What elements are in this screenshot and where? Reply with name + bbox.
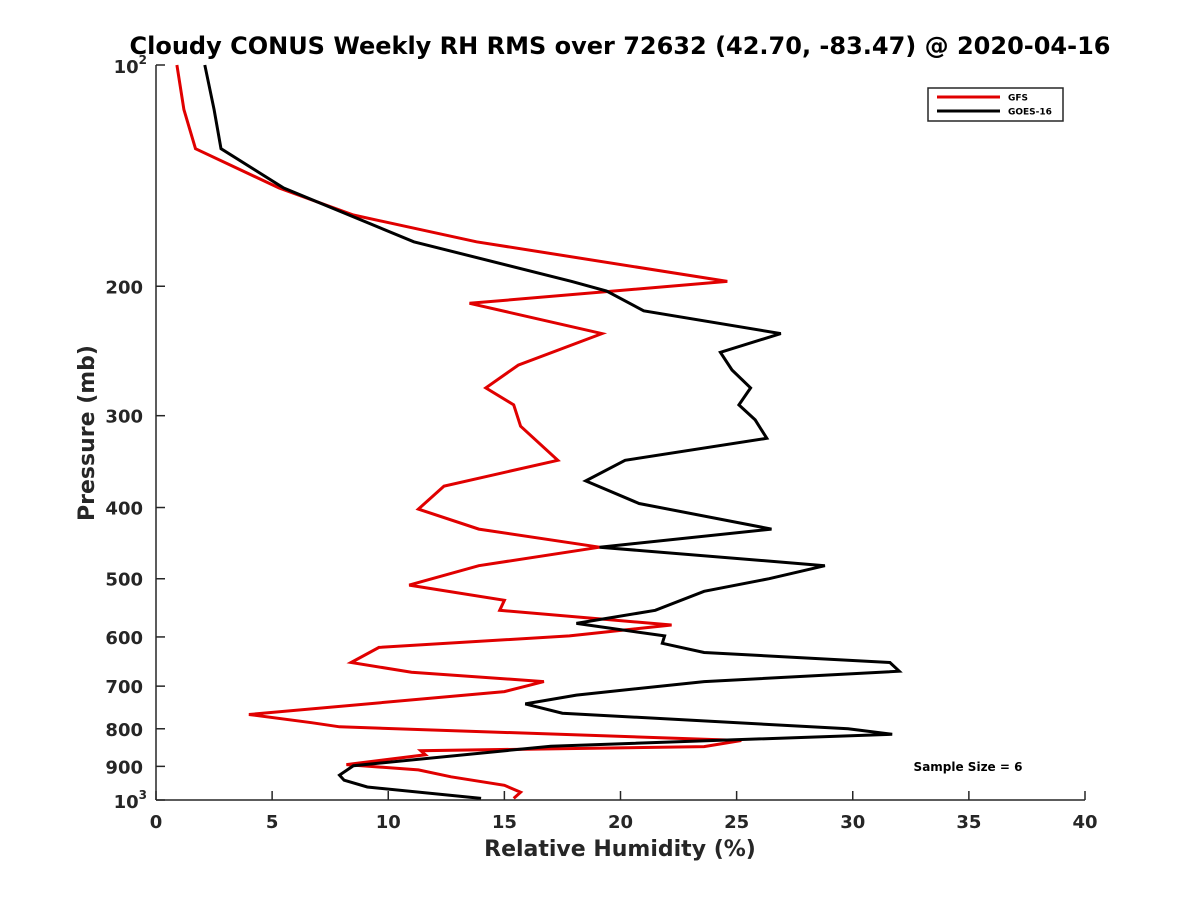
y-tick-label: 200: [105, 277, 143, 298]
x-tick-label: 15: [492, 812, 517, 833]
x-tick-label: 20: [608, 812, 633, 833]
y-tick-label: 500: [105, 570, 143, 591]
y-tick-label: 800: [105, 720, 143, 741]
legend-label: GOES-16: [1008, 108, 1052, 118]
y-tick-label: 900: [105, 757, 143, 778]
legend: GFS GOES-16: [927, 87, 1064, 122]
series-layer: [175, 64, 903, 800]
y-tick-label: 600: [105, 628, 143, 649]
y-axis-ticks: 102 200 300 400 500 600 700 800 900 103: [105, 53, 165, 813]
series-line-gfs: [175, 64, 742, 800]
x-tick-label: 0: [150, 812, 163, 833]
y-axis-label: Pressure (mb): [75, 345, 100, 521]
x-tick-label: 35: [956, 812, 981, 833]
y-tick-label: 300: [105, 407, 143, 428]
y-tick-label: 103: [114, 788, 147, 813]
x-axis-ticks: 0 5 10 15 20 25 30 35 40: [150, 791, 1098, 833]
legend-box: [927, 87, 1064, 122]
y-tick-label: 102: [114, 53, 147, 78]
x-tick-label: 5: [266, 812, 279, 833]
x-tick-label: 40: [1072, 812, 1097, 833]
chart-title: Cloudy CONUS Weekly RH RMS over 72632 (4…: [130, 32, 1111, 60]
x-tick-label: 10: [376, 812, 401, 833]
sample-size-annotation: Sample Size = 6: [914, 760, 1023, 774]
x-tick-label: 25: [724, 812, 749, 833]
x-tick-label: 30: [840, 812, 865, 833]
y-tick-label: 700: [105, 677, 143, 698]
x-axis-label: Relative Humidity (%): [484, 837, 756, 862]
y-tick-label: 400: [105, 499, 143, 520]
legend-label: GFS: [1008, 94, 1028, 104]
series-line-goes-16: [203, 64, 903, 800]
